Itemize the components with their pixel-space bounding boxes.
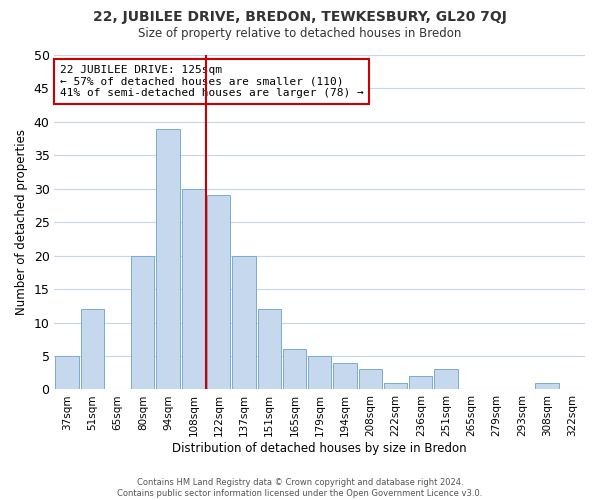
Text: 22 JUBILEE DRIVE: 125sqm
← 57% of detached houses are smaller (110)
41% of semi-: 22 JUBILEE DRIVE: 125sqm ← 57% of detach…: [60, 65, 364, 98]
Bar: [257, 309, 281, 390]
Bar: [55, 356, 79, 390]
Text: Contains HM Land Registry data © Crown copyright and database right 2024.
Contai: Contains HM Land Registry data © Crown c…: [118, 478, 482, 498]
Bar: [409, 376, 433, 390]
Y-axis label: Number of detached properties: Number of detached properties: [15, 129, 28, 315]
Bar: [334, 362, 356, 390]
Bar: [232, 256, 256, 390]
Bar: [207, 196, 230, 390]
Text: Size of property relative to detached houses in Bredon: Size of property relative to detached ho…: [139, 28, 461, 40]
Bar: [308, 356, 331, 390]
Bar: [157, 128, 180, 390]
Bar: [283, 350, 306, 390]
Bar: [182, 189, 205, 390]
Bar: [80, 309, 104, 390]
Bar: [359, 370, 382, 390]
Text: 22, JUBILEE DRIVE, BREDON, TEWKESBURY, GL20 7QJ: 22, JUBILEE DRIVE, BREDON, TEWKESBURY, G…: [93, 10, 507, 24]
X-axis label: Distribution of detached houses by size in Bredon: Distribution of detached houses by size …: [172, 442, 467, 455]
Bar: [131, 256, 154, 390]
Bar: [384, 383, 407, 390]
Bar: [535, 383, 559, 390]
Bar: [434, 370, 458, 390]
